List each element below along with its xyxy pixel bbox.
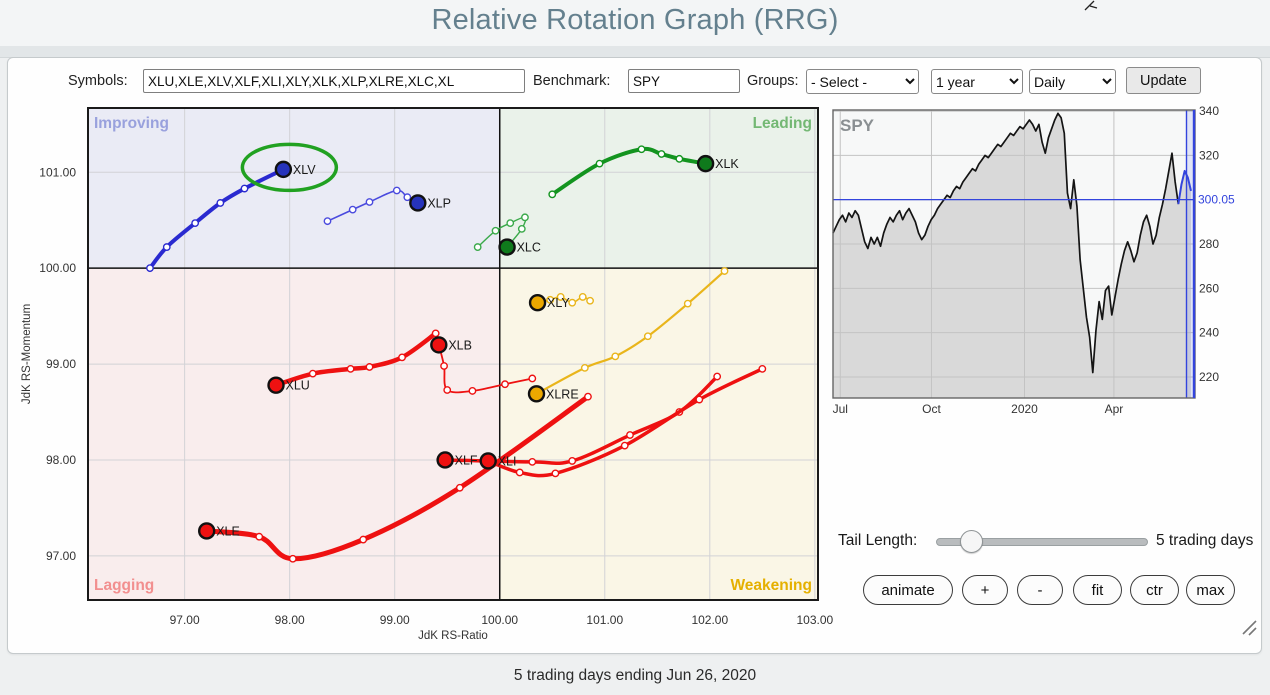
rrg-button-animate[interactable]: animate [863,575,953,605]
main-panel [7,57,1262,654]
footer-caption: 5 trading days ending Jun 26, 2020 [513,667,757,684]
groups-label: Groups: [747,73,799,89]
tail-length-label: Tail Length: [838,532,918,549]
symbols-input[interactable] [143,69,525,93]
symbols-label: Symbols: [68,73,128,89]
period-select[interactable]: 1 year [931,69,1023,94]
rrg-button-fit[interactable]: fit [1073,575,1122,605]
benchmark-label: Benchmark: [533,73,611,89]
rrg-button-zoom-out[interactable]: - [1017,575,1063,605]
groups-select[interactable]: - Select - [806,69,919,94]
title-strip [0,0,1270,46]
benchmark-input[interactable] [628,69,740,93]
update-button[interactable]: Update [1126,67,1201,94]
rrg-button-max[interactable]: max [1186,575,1235,605]
tail-length-value: 5 trading days [1156,532,1254,549]
page-title: Relative Rotation Graph (RRG) [431,4,839,36]
tail-length-slider-thumb[interactable] [960,530,983,553]
frequency-select[interactable]: Daily [1029,69,1116,94]
tail-length-slider-track[interactable] [936,538,1148,546]
rrg-button-zoom-in[interactable]: + [962,575,1008,605]
rrg-button-ctr[interactable]: ctr [1130,575,1179,605]
